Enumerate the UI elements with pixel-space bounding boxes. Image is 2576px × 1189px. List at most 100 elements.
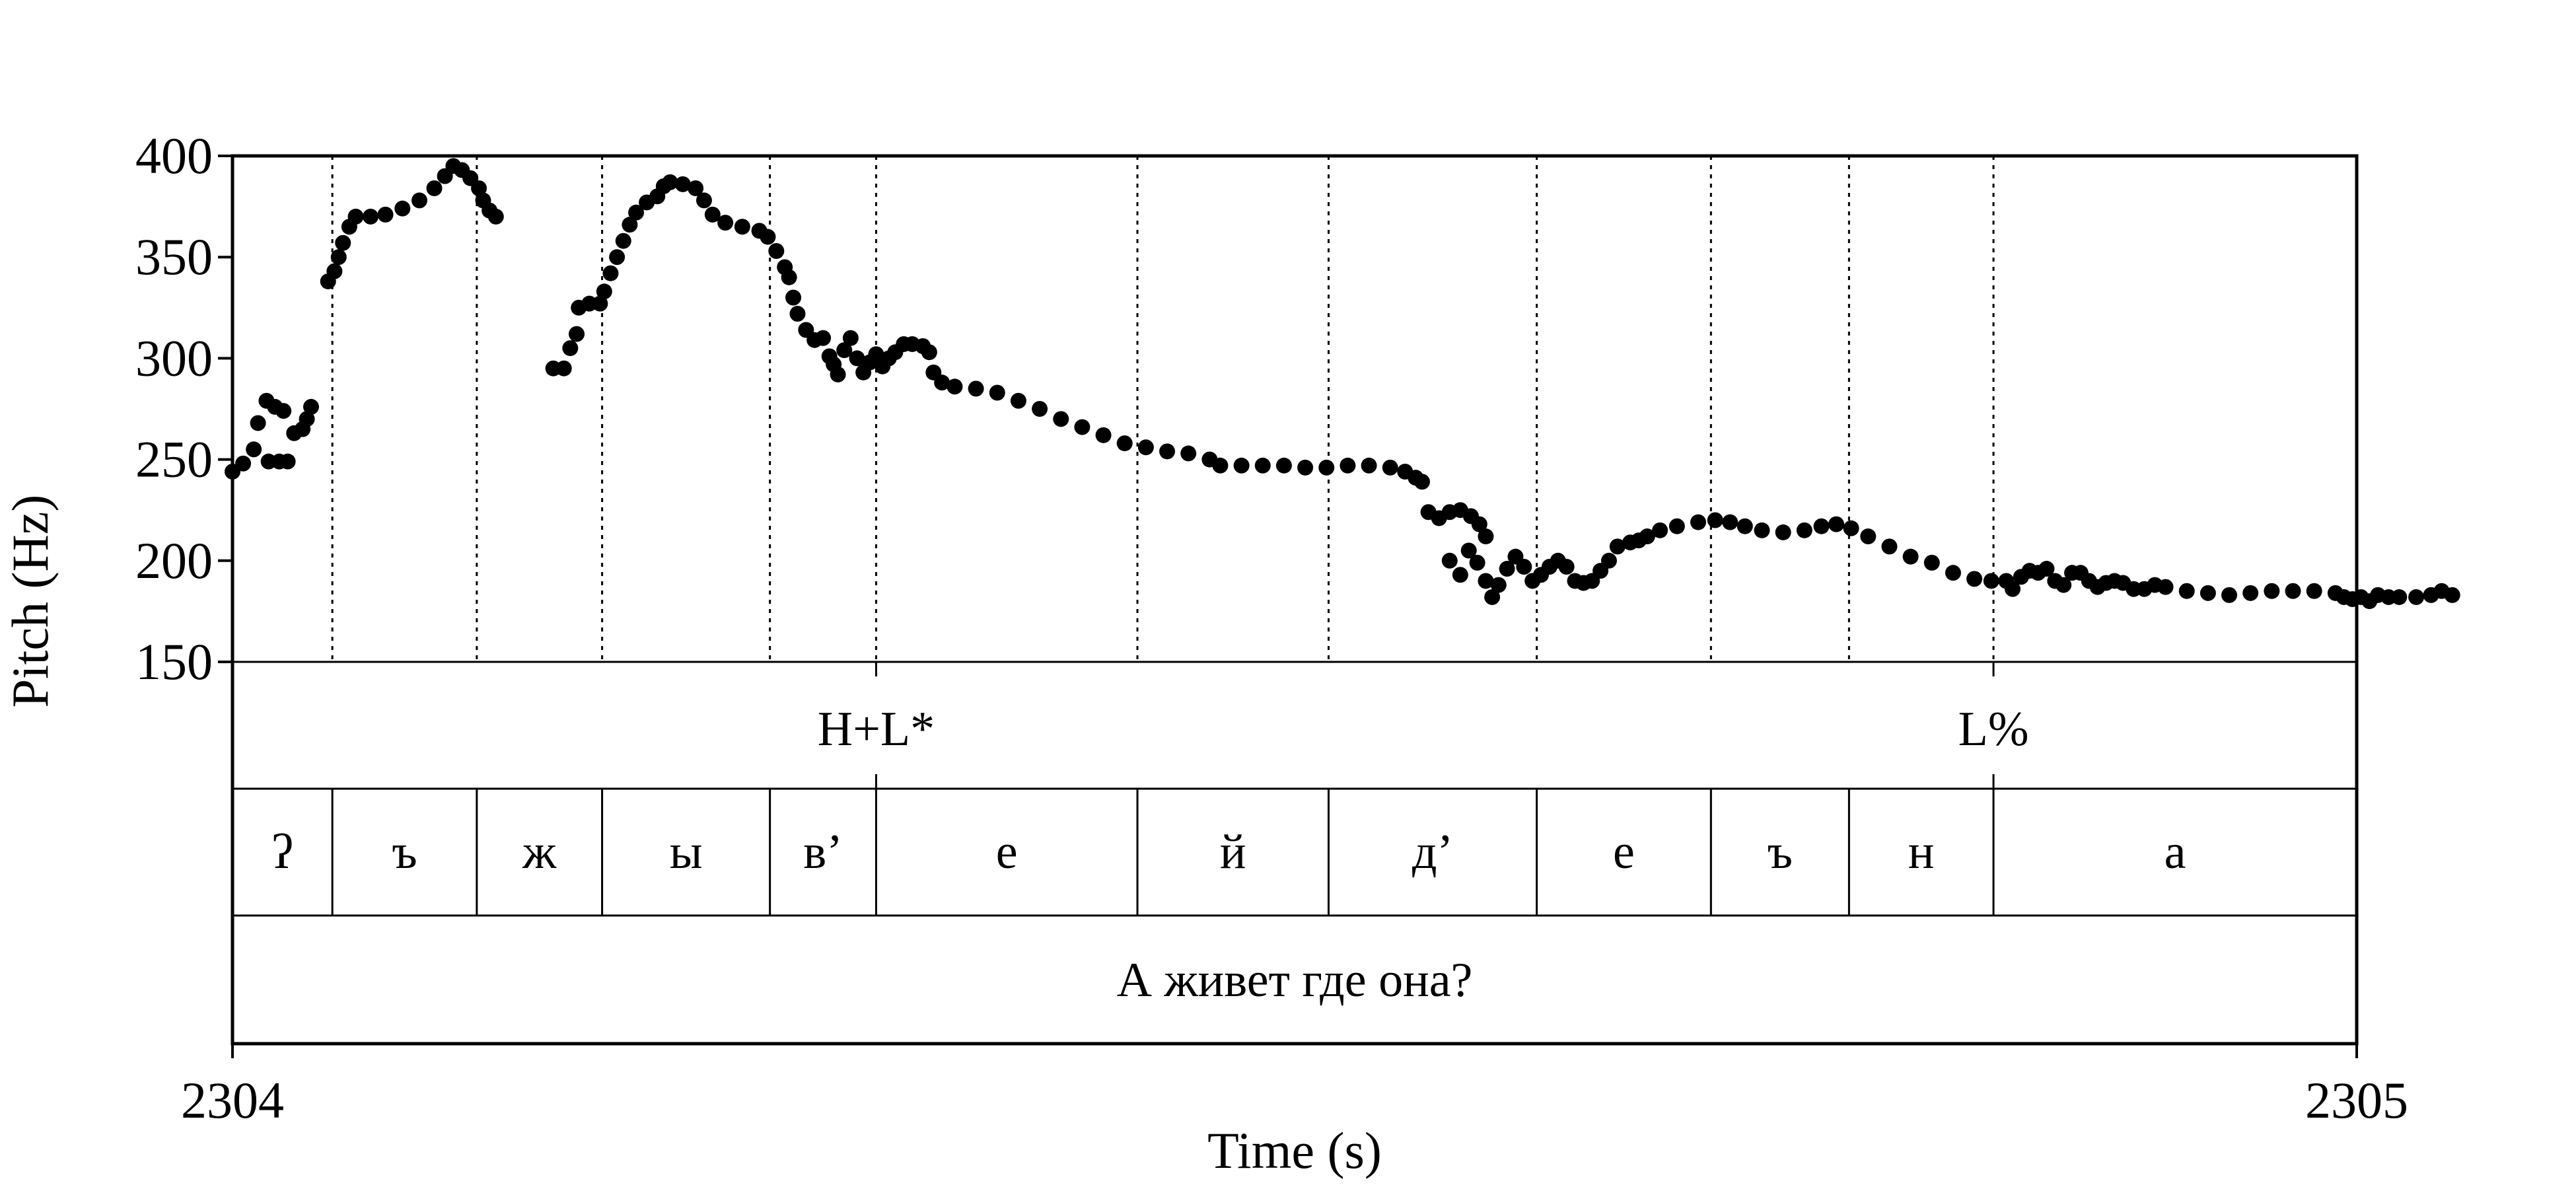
pitch-point — [1499, 561, 1515, 577]
pitch-point — [326, 263, 343, 279]
pitch-point — [2157, 579, 2174, 595]
y-axis-title: Pitch (Hz) — [1, 495, 59, 708]
pitch-point — [921, 344, 937, 361]
phone-label: д’ — [1412, 825, 1453, 879]
pitch-point — [2306, 583, 2322, 599]
pitch-point — [1275, 457, 1292, 474]
pitch-point — [1137, 439, 1154, 456]
pitch-point — [1361, 457, 1377, 474]
pitch-point — [1690, 514, 1707, 530]
pitch-points — [225, 158, 2460, 610]
phone-label: ж — [522, 825, 557, 879]
pitch-point — [1668, 518, 1685, 534]
pitch-point — [2056, 577, 2072, 593]
pitch-point — [2221, 587, 2238, 603]
pitch-point — [1441, 552, 1458, 569]
pitch-point — [1460, 542, 1477, 559]
pitch-point — [1516, 558, 1532, 575]
pitch-point — [1736, 518, 1753, 534]
pitch-point — [628, 204, 645, 221]
x-axis-ticks: 2304 2305 — [181, 1044, 2408, 1129]
pitch-point — [704, 206, 721, 223]
pitch-point — [1860, 528, 1877, 545]
y-tick-label: 400 — [135, 127, 213, 184]
pitch-point — [1881, 538, 1898, 555]
y-tick-label: 250 — [135, 431, 213, 488]
pitch-point — [830, 366, 846, 382]
pitch-point — [562, 340, 579, 357]
pitch-point — [1813, 518, 1830, 534]
pitch-point — [1159, 443, 1176, 460]
pitch-point — [1478, 528, 1494, 545]
pitch-point — [934, 375, 950, 391]
y-tick-label: 350 — [135, 228, 213, 285]
phone-label: ы — [670, 825, 703, 879]
phone-label: ʔ — [271, 825, 293, 879]
plot-frame — [231, 154, 2359, 1046]
word-label: А живет где она? — [1117, 953, 1473, 1007]
pitch-point — [1796, 522, 1812, 538]
pitch-point — [789, 305, 806, 322]
pitch-point — [1212, 457, 1229, 474]
pitch-point — [487, 208, 504, 225]
pitch-point — [2391, 589, 2408, 605]
boundary-lines — [331, 156, 1995, 662]
pitch-point — [1945, 565, 1961, 581]
pitch-point — [2408, 589, 2425, 605]
pitch-point — [717, 215, 734, 231]
pitch-point — [1722, 514, 1738, 530]
pitch-point — [246, 441, 262, 458]
pitch-point — [363, 208, 379, 225]
pitch-point — [1340, 457, 1356, 474]
pitch-point — [768, 243, 785, 260]
pitch-point — [615, 233, 631, 249]
pitch-point — [947, 378, 963, 395]
pitch-point — [2038, 561, 2055, 577]
pitch-point — [1775, 524, 1791, 540]
pitch-point — [1233, 457, 1250, 474]
pitch-point — [1452, 567, 1468, 583]
pitch-point — [394, 200, 411, 217]
x-axis-title: Time (s) — [1207, 1122, 1382, 1179]
pitch-point — [347, 208, 364, 225]
pitch-point — [662, 174, 678, 190]
pitch-point — [622, 217, 638, 233]
pitch-point — [2285, 583, 2301, 599]
pitch-point — [250, 415, 266, 431]
pitch-point — [815, 330, 832, 346]
pitch-point — [1558, 558, 1575, 575]
pitch-point — [1053, 411, 1069, 427]
pitch-point — [2444, 587, 2460, 603]
pitch-point — [1707, 512, 1723, 528]
pitch-point — [1600, 552, 1617, 569]
pitch-point — [1010, 392, 1026, 409]
pitch-point — [602, 265, 619, 281]
pitch-point — [299, 411, 315, 427]
pitch-point — [1297, 459, 1314, 476]
pitch-point — [1318, 459, 1335, 476]
pitch-point — [836, 342, 853, 359]
pitch-point — [1469, 554, 1485, 571]
pitch-point — [1639, 528, 1655, 545]
pitch-point — [426, 180, 443, 197]
pitch-point — [2200, 585, 2216, 601]
pitch-point — [1966, 571, 1983, 587]
annotation-tiers: H+L* L% ʔ ъ ж ы в’ е й д’ е ъ н а А живет где она? — [233, 661, 2357, 1007]
pitch-point — [781, 269, 797, 285]
pitch-point — [609, 249, 626, 266]
pitch-point — [696, 192, 712, 209]
pitch-point — [760, 229, 776, 245]
pitch-point — [849, 350, 865, 367]
pitch-point — [1074, 419, 1091, 435]
pitch-point — [411, 192, 428, 209]
x-tick-label: 2305 — [2305, 1071, 2408, 1129]
pitch-point — [1484, 589, 1501, 605]
pitch-point — [1116, 435, 1133, 452]
pitch-point — [1095, 427, 1112, 443]
pitch-point — [275, 403, 292, 419]
pitch-point — [1490, 577, 1507, 593]
pitch-point — [1754, 522, 1770, 538]
pitch-point — [2242, 585, 2259, 601]
pitch-point — [1413, 474, 1430, 490]
